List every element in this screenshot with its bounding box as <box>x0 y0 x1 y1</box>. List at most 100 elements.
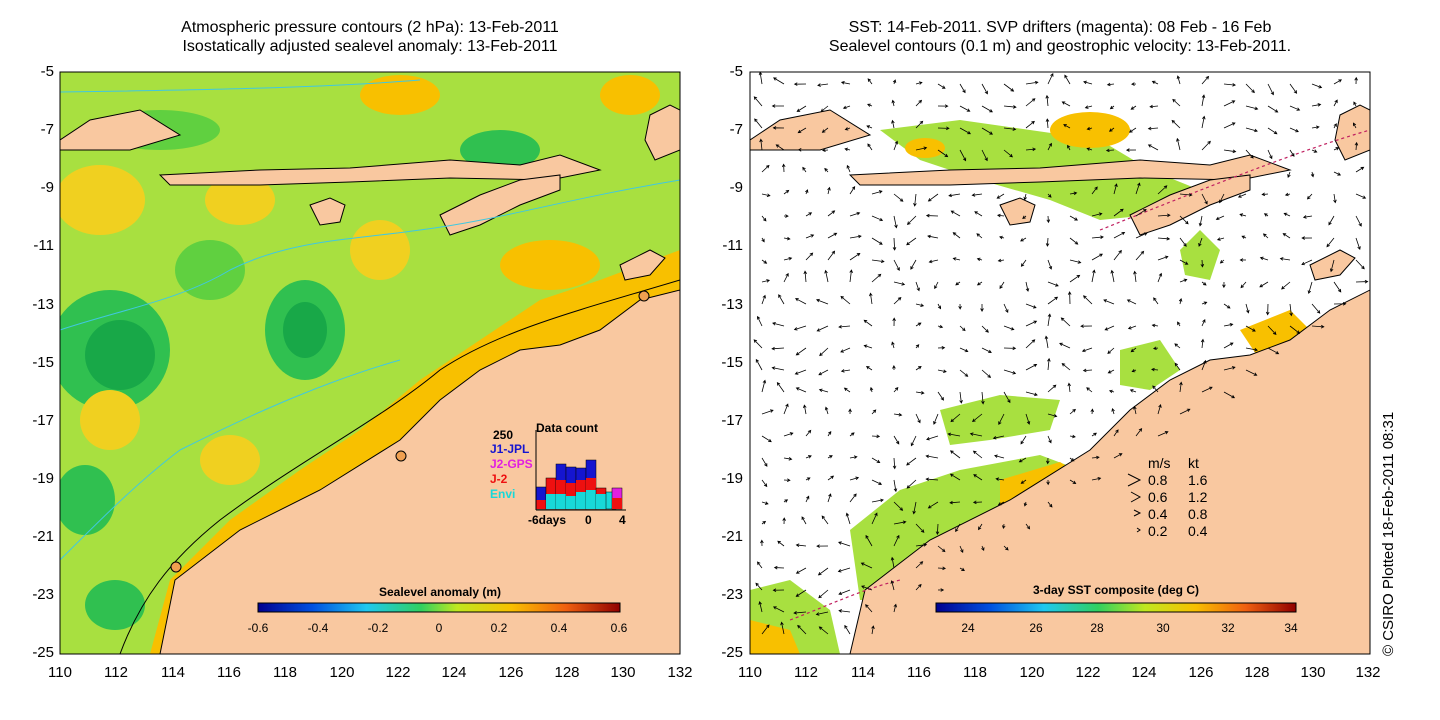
tide-gauge-marker[interactable] <box>395 450 407 462</box>
velocity-arrow <box>1047 501 1053 508</box>
x-tick: 118 <box>963 664 987 681</box>
velocity-arrow <box>1171 119 1181 129</box>
velocity-arrow <box>1083 295 1093 305</box>
velocity-arrow <box>959 83 966 94</box>
velocity-arrow <box>838 589 851 596</box>
velocity-arrow <box>803 270 808 283</box>
speed-arrow-icon <box>1133 509 1142 517</box>
pressure-contour <box>60 179 680 331</box>
velocity-arrow <box>981 83 988 95</box>
legend-envi: Envi <box>490 487 515 501</box>
sla-colorbar-label: Sealevel anomaly (m) <box>379 585 501 599</box>
x-tick: 114 <box>851 664 875 681</box>
velocity-arrow <box>1091 212 1103 217</box>
velocity-arrow <box>972 500 983 505</box>
velocity-arrow <box>1174 343 1181 349</box>
velocity-arrow <box>1223 303 1231 309</box>
velocity-arrow <box>1047 357 1051 371</box>
velocity-arrow <box>1113 249 1122 261</box>
velocity-arrow <box>753 339 763 349</box>
velocity-arrow <box>783 457 793 461</box>
velocity-arrow <box>976 257 983 262</box>
velocity-arrow <box>915 303 925 307</box>
velocity-arrow <box>959 545 964 554</box>
y-tick: -25 <box>721 644 743 661</box>
velocity-arrow <box>1069 434 1076 439</box>
tide-gauge-marker[interactable] <box>170 561 182 573</box>
velocity-arrow <box>1289 149 1295 157</box>
velocity-arrow <box>805 429 812 437</box>
sst-tick: 24 <box>961 621 975 635</box>
count-bar <box>536 500 546 509</box>
velocity-arrow <box>1025 363 1038 371</box>
velocity-arrow <box>1201 319 1206 327</box>
velocity-arrow <box>783 272 789 283</box>
velocity-arrow <box>1086 147 1093 151</box>
velocity-arrow <box>893 259 900 271</box>
velocity-arrow <box>927 501 939 509</box>
velocity-arrow <box>948 193 961 198</box>
velocity-arrow <box>1198 237 1203 247</box>
velocity-arrow <box>1152 346 1159 351</box>
velocity-arrow <box>1129 389 1137 393</box>
velocity-arrow <box>1023 501 1028 507</box>
velocity-arrow <box>773 77 785 85</box>
velocity-arrow <box>1126 299 1137 305</box>
velocity-arrow <box>1245 149 1254 159</box>
svp-drifter-track <box>789 579 901 621</box>
velocity-arrow <box>1310 171 1315 178</box>
velocity-arrow <box>1153 297 1159 305</box>
velocity-arrow <box>1082 368 1093 373</box>
velocity-arrow <box>1355 237 1361 251</box>
island-east <box>1334 104 1370 161</box>
velocity-arrow <box>1046 457 1050 465</box>
sla-high-blob <box>350 220 410 280</box>
velocity-arrow <box>824 269 829 283</box>
velocity-arrow <box>915 120 924 129</box>
velocity-arrow <box>1267 325 1277 335</box>
left-panel-title: Atmospheric pressure contours (2 hPa): 1… <box>60 18 680 56</box>
velocity-arrow <box>1245 83 1255 94</box>
velocity-arrow <box>1113 183 1118 195</box>
velocity-arrow <box>761 215 767 222</box>
velocity-arrow <box>1354 76 1358 85</box>
velocity-arrow <box>893 501 904 511</box>
velocity-arrow <box>1003 369 1017 375</box>
velocity-arrow <box>1223 342 1234 349</box>
velocity-arrow <box>949 500 961 505</box>
velocity-arrow <box>871 498 884 503</box>
velocity-arrow <box>797 127 807 134</box>
velocity-arrow <box>890 556 895 569</box>
velocity-arrow <box>1201 301 1208 305</box>
velocity-arrow <box>795 543 807 547</box>
velocity-arrow <box>1060 317 1071 327</box>
velocity-arrow <box>1001 523 1006 530</box>
sla-tick: -0.6 <box>248 621 269 635</box>
tide-gauge-marker[interactable] <box>638 290 650 302</box>
velocity-arrow <box>761 259 768 264</box>
velocity-arrow <box>1003 545 1009 551</box>
velocity-arrow <box>1311 303 1321 314</box>
velocity-arrow <box>761 379 767 393</box>
velocity-arrow <box>1135 209 1147 217</box>
velocity-arrow <box>1147 144 1159 151</box>
velocity-arrow <box>981 149 988 162</box>
velocity-arrow <box>1091 432 1097 437</box>
velocity-arrow <box>893 520 907 525</box>
island-east <box>644 104 680 161</box>
velocity-arrow <box>1223 366 1236 371</box>
y-tick: -7 <box>729 121 743 138</box>
y-tick: -9 <box>40 179 54 196</box>
velocity-arrow <box>1172 98 1181 107</box>
velocity-arrow <box>867 143 873 151</box>
count-bar <box>546 494 556 509</box>
velocity-arrow <box>1110 269 1115 283</box>
velocity-arrow <box>795 298 807 305</box>
velocity-arrow <box>893 412 903 417</box>
velocity-arrow <box>981 369 992 378</box>
velocity-arrow <box>1302 215 1313 219</box>
velocity-arrow <box>997 258 1005 263</box>
velocity-arrow <box>925 477 939 482</box>
velocity-arrow <box>793 325 807 331</box>
